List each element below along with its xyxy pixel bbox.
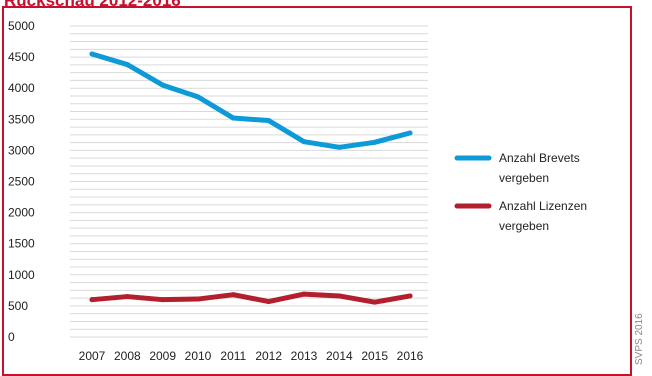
legend-label: vergeben <box>499 219 549 233</box>
x-axis-ticks: 2007 2008 2009 2010 2011 2012 2013 2014 2015 2016 <box>79 349 424 363</box>
gridlines <box>70 25 428 338</box>
data-point <box>160 82 166 88</box>
data-point <box>336 293 342 299</box>
x-tick-label: 2007 <box>79 349 106 363</box>
y-tick-label: 500 <box>8 299 28 313</box>
data-point <box>195 94 201 100</box>
data-point <box>407 293 413 299</box>
x-tick-label: 2011 <box>220 349 246 363</box>
y-tick-label: 3500 <box>8 112 35 126</box>
x-tick-label: 2016 <box>397 349 424 363</box>
x-tick-label: 2014 <box>326 349 353 363</box>
data-point <box>301 139 307 145</box>
data-point <box>407 130 413 136</box>
y-tick-label: 2000 <box>8 206 35 220</box>
data-point <box>230 115 236 121</box>
data-point <box>124 294 130 300</box>
y-tick-label: 1500 <box>8 237 35 251</box>
data-point <box>372 299 378 305</box>
y-tick-label: 3000 <box>8 143 35 157</box>
y-tick-label: 2500 <box>8 175 35 189</box>
series-lines <box>89 51 413 305</box>
y-tick-label: 1000 <box>8 268 35 282</box>
series-line-1 <box>89 51 413 150</box>
credit-text: SVPS 2016 <box>634 313 645 365</box>
legend-label: Anzahl Lizenzen <box>499 199 587 213</box>
data-point <box>301 291 307 297</box>
y-tick-label: 0 <box>8 330 15 344</box>
legend-label: vergeben <box>499 171 549 185</box>
data-point <box>89 297 95 303</box>
y-tick-label: 5000 <box>8 19 35 33</box>
series-line-2 <box>89 291 413 305</box>
data-point <box>336 144 342 150</box>
y-axis-ticks: 0 500 1000 1500 2000 2500 3000 3500 4000 4500 5000 <box>8 19 35 344</box>
legend-label: Anzahl Brevets <box>499 151 580 165</box>
data-point <box>372 139 378 145</box>
data-point <box>266 299 272 305</box>
legend: Anzahl Brevets vergeben Anzahl Lizenzen ver… <box>454 151 587 233</box>
data-point <box>230 292 236 298</box>
data-point <box>266 118 272 124</box>
x-tick-label: 2012 <box>255 349 282 363</box>
y-tick-label: 4000 <box>8 81 35 95</box>
x-tick-label: 2009 <box>149 349 176 363</box>
chart-title: Rückschau 2012-2016 <box>4 0 181 10</box>
line-chart: 0 500 1000 1500 2000 2500 3000 3500 4000 4500 5000… <box>8 19 587 363</box>
x-tick-label: 2013 <box>291 349 318 363</box>
data-point <box>195 296 201 302</box>
data-point <box>160 297 166 303</box>
data-point <box>89 51 95 57</box>
data-point <box>124 62 130 68</box>
x-tick-label: 2010 <box>185 349 212 363</box>
y-tick-label: 4500 <box>8 50 35 64</box>
x-tick-label: 2008 <box>114 349 141 363</box>
x-tick-label: 2015 <box>361 349 388 363</box>
